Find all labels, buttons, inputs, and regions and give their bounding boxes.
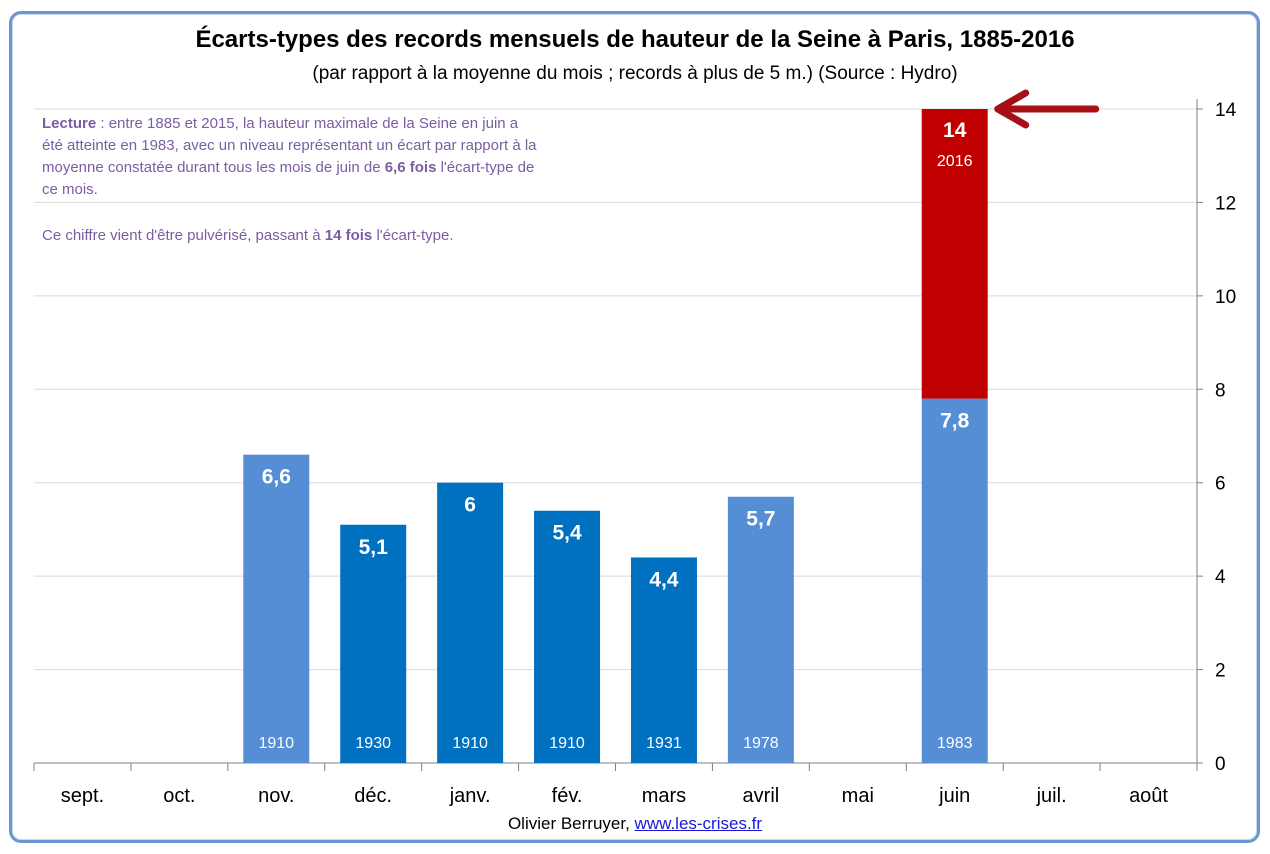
y-tick-label: 12 — [1215, 193, 1236, 214]
year-label: 1930 — [355, 735, 391, 752]
year-label: 1983 — [937, 735, 973, 752]
year-label: 1910 — [258, 735, 294, 752]
year-label: 1978 — [743, 735, 779, 752]
x-tick-label: juin — [938, 785, 970, 807]
reading-note-para-1: Lecture : entre 1885 et 2015, la hauteur… — [42, 113, 542, 201]
note-bold-lecture: Lecture — [42, 115, 97, 132]
bar — [921, 398, 988, 763]
year-label: 1910 — [452, 735, 488, 752]
bar — [727, 496, 794, 763]
x-tick-label: mars — [642, 785, 686, 807]
y-tick-label: 6 — [1215, 474, 1226, 495]
x-tick-label: juil. — [1036, 785, 1067, 807]
x-tick-label: oct. — [163, 785, 195, 807]
y-tick-label: 10 — [1215, 287, 1236, 308]
bar — [243, 454, 310, 763]
chart-title: Écarts-types des records mensuels de hau… — [195, 26, 1075, 53]
y-tick-label: 2 — [1215, 661, 1226, 682]
footer-link[interactable]: www.les-crises.fr — [634, 814, 763, 833]
year-label-2016: 2016 — [937, 153, 973, 170]
y-tick-label: 0 — [1215, 754, 1226, 775]
year-label: 1931 — [646, 735, 682, 752]
data-label: 6 — [464, 494, 476, 517]
bar — [340, 524, 407, 763]
note-text-1: : entre 1885 et 2015, la hauteur maximal… — [42, 115, 537, 176]
note-text-1-end: l'écart-type de ce mois. — [42, 159, 535, 198]
bar-2016 — [921, 109, 988, 399]
year-label: 1910 — [549, 735, 585, 752]
bar — [630, 557, 697, 763]
data-label: 5,1 — [359, 536, 389, 559]
footer-author: Olivier Berruyer, — [507, 814, 630, 833]
chart-subtitle: (par rapport à la moyenne du mois ; reco… — [312, 63, 958, 84]
x-tick-label: déc. — [354, 785, 392, 807]
x-tick-label: mai — [842, 785, 874, 807]
note-text-2-end: l'écart-type. — [372, 227, 454, 244]
x-tick-label: fév. — [552, 785, 583, 807]
reading-note: Lecture : entre 1885 et 2015, la hauteur… — [42, 113, 542, 247]
data-label: 5,7 — [746, 508, 775, 531]
x-tick-label: nov. — [258, 785, 294, 807]
x-tick-label: sept. — [61, 785, 104, 807]
data-label-2016: 14 — [943, 119, 967, 142]
note-text-2: Ce chiffre vient d'être pulvérisé, passa… — [42, 227, 325, 244]
y-tick-label: 8 — [1215, 380, 1226, 401]
arrow-head-icon — [994, 89, 1030, 129]
x-tick-label: janv. — [449, 785, 491, 807]
footer: Olivier Berruyer, www.les-crises.fr — [0, 814, 1270, 834]
data-label: 7,8 — [940, 410, 970, 433]
y-tick-label: 14 — [1215, 100, 1237, 121]
reading-note-para-2: Ce chiffre vient d'être pulvérisé, passa… — [42, 225, 542, 247]
x-tick-label: avril — [743, 785, 780, 807]
bar — [534, 510, 601, 763]
bar — [437, 482, 504, 763]
y-tick-label: 4 — [1215, 567, 1226, 588]
data-label: 6,6 — [262, 466, 291, 489]
data-label: 4,4 — [649, 568, 679, 591]
note-value-14: 14 fois — [324, 227, 373, 244]
note-value-6-6: 6,6 fois — [384, 159, 437, 176]
x-tick-label: août — [1129, 785, 1168, 807]
data-label: 5,4 — [552, 522, 582, 545]
